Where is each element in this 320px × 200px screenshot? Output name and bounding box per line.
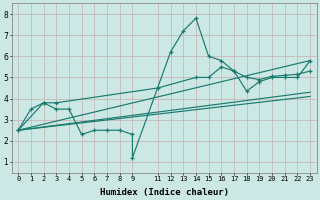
X-axis label: Humidex (Indice chaleur): Humidex (Indice chaleur) [100, 188, 229, 197]
